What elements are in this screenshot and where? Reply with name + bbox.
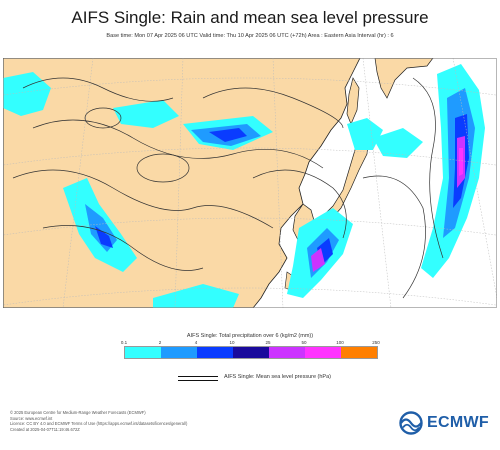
colorbar-segment — [341, 347, 377, 358]
map-frame — [3, 58, 497, 308]
precip-legend-title: AIFS Single: Total precipitation over 6 … — [186, 333, 314, 339]
ecmwf-logo: ECMWF — [398, 411, 489, 435]
colorbar-segment — [197, 347, 233, 358]
isobars — [12, 77, 444, 299]
chart-title: AIFS Single: Rain and mean sea level pre… — [71, 8, 429, 27]
isobar-legend-line — [178, 376, 218, 381]
ecmwf-logo-icon — [399, 411, 423, 435]
legend-tick: 50 — [301, 340, 307, 345]
colorbar-segment — [305, 347, 341, 358]
precip-legend-ticks: 0.1 2 4 10 25 50 100 250 — [120, 340, 380, 346]
legend-tick: 25 — [265, 340, 271, 345]
legend-tick: 250 — [372, 340, 380, 345]
footer-line: Source: www.ecmwf.int — [10, 415, 53, 421]
colorbar-segment — [233, 347, 269, 358]
chart-subtitle: Base time: Mon 07 Apr 2025 06 UTC Valid … — [106, 33, 394, 39]
legend-tick: 10 — [229, 340, 235, 345]
ecmwf-logo-text: ECMWF — [427, 414, 489, 431]
colorbar-segment — [161, 347, 197, 358]
precip-colorbar — [124, 346, 378, 359]
footer-credits: © 2025 European Centre for Medium-Range … — [10, 410, 187, 432]
precip-very-heavy — [311, 136, 465, 272]
colorbar-segment — [269, 347, 305, 358]
footer-line: © 2025 European Centre for Medium-Range … — [10, 410, 146, 415]
footer-line: Licence: CC BY 4.0 and ECMWF Terms of Us… — [10, 421, 188, 427]
legend-tick: 4 — [194, 340, 198, 345]
legend-tick: 2 — [158, 340, 162, 345]
land-kamchatka — [374, 58, 434, 99]
forecast-map — [3, 58, 497, 308]
colorbar-segment — [125, 347, 161, 358]
legend-tick: 100 — [336, 340, 344, 345]
footer-line: Created at 2025-04-07T11:19:46.672Z — [10, 426, 80, 432]
graticule — [3, 58, 497, 308]
legend-tick: 0.1 — [120, 340, 128, 345]
isobar-legend-label: AIFS Single: Mean sea level pressure (hP… — [224, 374, 331, 380]
